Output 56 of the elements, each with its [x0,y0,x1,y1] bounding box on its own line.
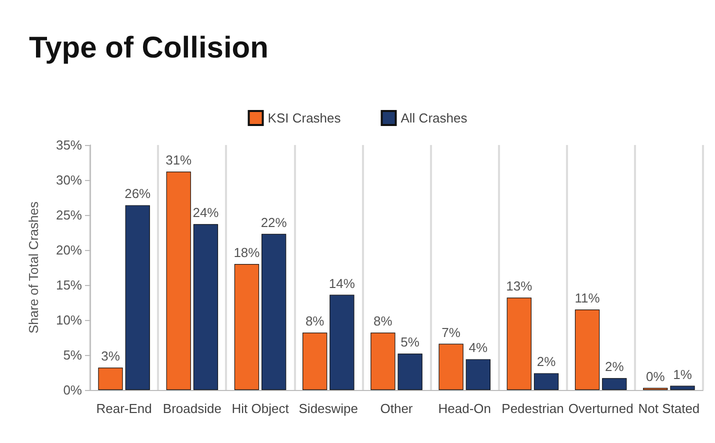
bar [193,224,218,390]
bar [438,344,464,390]
bar [466,359,490,390]
x-tick-label: Other [380,401,414,416]
y-tick-label: 15% [56,278,82,292]
data-label: 13% [506,278,533,294]
x-tick-label: Broadside [162,401,222,416]
data-label: 24% [192,205,220,220]
bar [506,298,532,390]
x-tick-label: Not Stated [638,401,700,416]
bar [398,354,422,390]
data-label: 5% [400,334,420,350]
bar [330,294,354,390]
data-label: 26% [124,186,152,202]
bar [534,373,559,390]
data-label: 0% [646,368,666,384]
legend-label: All Crashes [400,110,468,126]
y-tick-label: 30% [56,172,82,188]
data-label: 8% [374,314,393,329]
data-label: 31% [166,152,192,168]
bar [370,332,396,390]
y-tick-label: 25% [56,208,82,222]
bar [302,332,328,390]
chart-title: Type of Collision [29,32,268,64]
data-label: 22% [260,214,288,230]
data-label: 8% [305,314,325,329]
bar [574,310,600,390]
data-label: 3% [101,348,120,364]
y-tick-label: 0% [63,382,82,398]
legend-label: KSI Crashes [268,110,342,126]
data-label: 2% [604,359,624,374]
bar [125,205,150,390]
bar [670,386,695,390]
y-tick-label: 10% [56,312,82,328]
y-axis-title: Share of Total Crashes [26,201,41,334]
x-tick-label: Overturned [568,401,634,416]
bar [234,264,260,390]
bar [262,234,286,390]
data-label: 18% [234,245,260,260]
x-tick-label: Rear-End [96,401,152,416]
x-tick-label: Sideswipe [298,401,358,416]
data-label: 1% [673,366,692,382]
x-tick-label: Head-On [438,401,491,416]
data-label: 11% [574,290,600,306]
y-tick-label: 5% [63,348,82,362]
data-label: 14% [328,276,356,291]
x-tick-label: Hit Object [232,401,290,416]
x-tick-label: Pedestrian [502,401,564,416]
data-label: 4% [468,340,488,356]
y-tick-label: 20% [56,242,82,258]
bar [602,378,627,390]
bar [98,368,123,390]
y-tick-label: 35% [56,138,82,152]
data-label: 7% [442,324,461,340]
bar [166,172,191,390]
data-label: 2% [536,354,556,370]
